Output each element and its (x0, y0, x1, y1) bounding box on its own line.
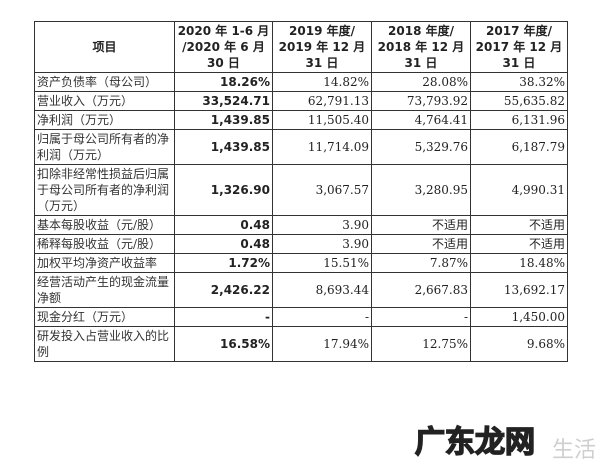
cell-value: 16.58% (174, 326, 273, 362)
cell-value: 1,326.90 (174, 164, 273, 216)
row-label: 现金分红（万元） (34, 307, 175, 327)
cell-value: 12.75% (371, 326, 471, 362)
cell-value: 不适用 (371, 215, 471, 235)
cell-value: 不适用 (470, 234, 568, 254)
cell-value: - (371, 307, 471, 327)
cell-value: 3.90 (272, 215, 372, 235)
cell-value: 1,450.00 (470, 307, 568, 327)
table-row: 营业收入（万元） 33,524.71 62,791.13 73,793.92 55,63… (34, 91, 568, 111)
cell-value: 9.68% (470, 326, 568, 362)
cell-value: 6,187.79 (470, 129, 568, 165)
table-row: 经营活动产生的现金流量净额 2,426.22 8,693.44 2,667.83 13,… (34, 272, 568, 308)
table-row: 净利润（万元） 1,439.85 11,505.40 4,764.41 6,131.96 (34, 110, 568, 130)
row-label: 净利润（万元） (34, 110, 175, 130)
table-row: 研发投入占营业收入的比例 16.58% 17.94% 12.75% 9.68% (34, 326, 568, 362)
table-row: 加权平均净资产收益率 1.72% 15.51% 7.87% 18.48% (34, 253, 568, 273)
cell-value: 15.51% (272, 253, 372, 273)
cell-value: 28.08% (371, 72, 471, 92)
table-row: 稀释每股收益（元/股） 0.48 3.90 不适用 不适用 (34, 234, 568, 254)
row-label: 营业收入（万元） (34, 91, 175, 111)
table-row: 现金分红（万元） - - -1,450.00 (34, 307, 568, 327)
cell-value: 0.48 (174, 215, 273, 235)
column-header: 2018 年度/ 2018 年 12 月 31 日 (371, 21, 471, 73)
cell-value: 5,329.76 (371, 129, 471, 165)
cell-value: 11,505.40 (272, 110, 372, 130)
cell-value: 33,524.71 (174, 91, 273, 111)
cell-value: 6,131.96 (470, 110, 568, 130)
row-label: 资产负债率（母公司） (34, 72, 175, 92)
cell-value: 4,764.41 (371, 110, 471, 130)
row-label: 研发投入占营业收入的比例 (34, 326, 175, 362)
cell-value: - (272, 307, 372, 327)
column-header: 2017 年度/ 2017 年 12 月 31 日 (470, 21, 568, 73)
row-label: 经营活动产生的现金流量净额 (34, 272, 175, 308)
cell-value: 14.82% (272, 72, 372, 92)
cell-value: 不适用 (371, 234, 471, 254)
row-label: 基本每股收益（元/股） (34, 215, 175, 235)
cell-value: 8,693.44 (272, 272, 372, 308)
row-label: 归属于母公司所有者的净利润（万元） (34, 129, 175, 165)
cell-value: 55,635.82 (470, 91, 568, 111)
watermark-logo: 广东龙网 (414, 425, 536, 461)
row-label: 扣除非经常性损益后归属于母公司所有者的净利润（万元） (34, 164, 175, 216)
table-row: 基本每股收益（元/股） 0.48 3.90 不适用 不适用 (34, 215, 568, 235)
table-row: 资产负债率（母公司） 18.26% 14.82% 28.08% 38.32% (34, 72, 568, 92)
cell-value: 13,692.17 (470, 272, 568, 308)
cell-value: 1,439.85 (174, 129, 273, 165)
watermark-sub: 生活 (552, 438, 597, 463)
cell-value: 3.90 (272, 234, 372, 254)
financial-table: 项目 2020 年 1-6 月 /2020 年 6 月 30 日 2019 年度/ … (34, 21, 568, 362)
cell-value: 62,791.13 (272, 91, 372, 111)
cell-value: 73,793.92 (371, 91, 471, 111)
cell-value: 18.26% (174, 72, 273, 92)
cell-value: 3,067.57 (272, 164, 372, 216)
cell-value: 38.32% (470, 72, 568, 92)
cell-value: 18.48% (470, 253, 568, 273)
cell-value: 不适用 (470, 215, 568, 235)
cell-value: 1.72% (174, 253, 273, 273)
cell-value: 11,714.09 (272, 129, 372, 165)
column-header: 2019 年度/ 2019 年 12 月 31 日 (272, 21, 372, 73)
header-row: 项目 2020 年 1-6 月 /2020 年 6 月 30 日 2019 年度/ … (34, 21, 568, 73)
row-label: 加权平均净资产收益率 (34, 253, 175, 273)
table-row: 归属于母公司所有者的净利润（万元） 1,439.85 11,714.09 5,329.… (34, 129, 568, 165)
row-label: 稀释每股收益（元/股） (34, 234, 175, 254)
column-header: 2020 年 1-6 月 /2020 年 6 月 30 日 (174, 21, 273, 73)
cell-value: - (174, 307, 273, 327)
cell-value: 17.94% (272, 326, 372, 362)
column-header: 项目 (34, 21, 175, 73)
cell-value: 1,439.85 (174, 110, 273, 130)
cell-value: 2,426.22 (174, 272, 273, 308)
table-row: 扣除非经常性损益后归属于母公司所有者的净利润（万元） 1,326.90 3,067.… (34, 164, 568, 216)
cell-value: 2,667.83 (371, 272, 471, 308)
cell-value: 4,990.31 (470, 164, 568, 216)
cell-value: 3,280.95 (371, 164, 471, 216)
cell-value: 7.87% (371, 253, 471, 273)
cell-value: 0.48 (174, 234, 273, 254)
